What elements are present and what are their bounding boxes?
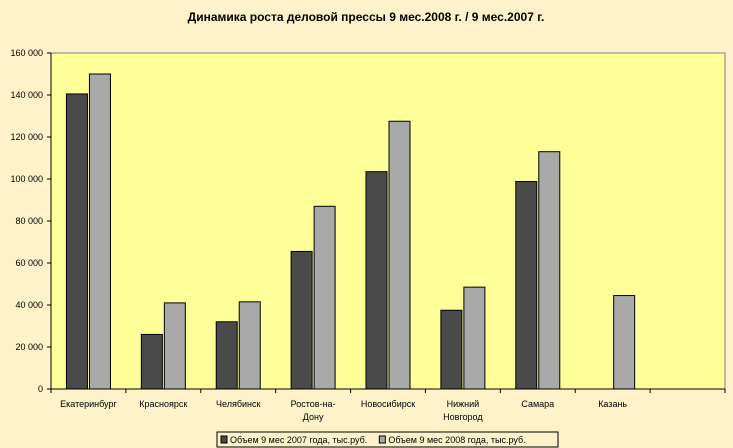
y-tick-label: 140 000 — [10, 90, 43, 100]
plot-area: 0 20 000 40 000 60 000 80 000 100 000 120 000 1… — [10, 48, 726, 422]
legend-swatch — [378, 435, 386, 444]
bar-2007 — [365, 171, 388, 390]
bar-2007 — [440, 309, 463, 390]
chart-title: Динамика роста деловой прессы 9 мес.2008… — [188, 10, 545, 24]
bar-2008 — [538, 151, 561, 390]
legend-swatch — [220, 435, 228, 444]
y-tick-label: 20 000 — [15, 342, 43, 352]
legend-label: Объем 9 мес 2008 года, тыс.руб. — [388, 435, 525, 445]
bar-2008 — [463, 286, 486, 390]
category-label: Екатеринбург — [60, 399, 117, 409]
bar-2007 — [65, 93, 88, 390]
bar-2008 — [163, 302, 186, 390]
bar-2007 — [140, 333, 163, 390]
category-label: Ростов-на-Дону — [291, 399, 336, 422]
y-tick-label: 0 — [38, 384, 43, 394]
legend-box — [216, 431, 559, 448]
y-tick-label: 40 000 — [15, 300, 43, 310]
legend: Объем 9 мес 2007 года, тыс.руб. Объем 9 м… — [216, 431, 559, 448]
bar-2007 — [215, 321, 238, 390]
category-label: Новосибирск — [361, 399, 415, 409]
y-tick-label: 120 000 — [10, 132, 43, 142]
category-label: Красноярск — [139, 399, 187, 409]
bar-2007 — [515, 181, 538, 390]
bar-2007 — [290, 250, 313, 390]
category-label: Нижний Новгород — [443, 399, 483, 422]
y-tick-label: 100 000 — [10, 174, 43, 184]
category-label: Казань — [598, 399, 627, 409]
bar-2008 — [88, 73, 111, 390]
category-label: Самара — [521, 399, 554, 409]
y-tick-label: 60 000 — [15, 258, 43, 268]
plot-background — [50, 52, 726, 390]
bar-2008 — [388, 120, 411, 390]
y-tick-label: 160 000 — [10, 48, 43, 58]
y-tick-label: 80 000 — [15, 216, 43, 226]
bar-2008 — [613, 295, 636, 390]
legend-label: Объем 9 мес 2007 года, тыс.руб. — [230, 435, 367, 445]
category-label: Челябинск — [216, 399, 260, 409]
bar-2008 — [238, 301, 261, 390]
bar-2008 — [313, 205, 336, 390]
